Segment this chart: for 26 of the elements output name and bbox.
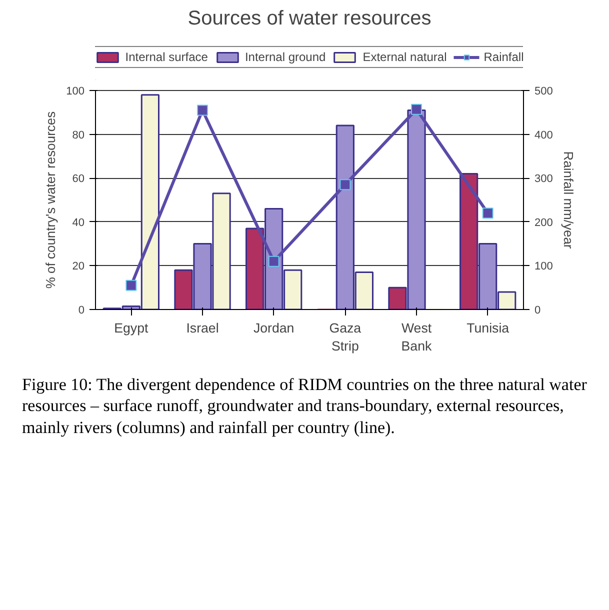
y-tick-label: 80 bbox=[72, 129, 85, 142]
y-tick-label: 100 bbox=[66, 86, 85, 98]
y-tick-label: 20 bbox=[72, 260, 85, 273]
y2-tick-label: 400 bbox=[534, 129, 553, 142]
caption: Figure 10: The divergent dependence of RIDM countries on the three natural water resources – surface runoff, groundwater and trans-boundary, external resources, mainly rivers (columns) and rainfall per country (line). bbox=[22, 374, 588, 438]
legend-label: External natural bbox=[362, 50, 447, 64]
x-tick-label: Gaza Strip bbox=[329, 320, 362, 354]
legend-label: Internal surface bbox=[125, 50, 208, 64]
y2-tick-label: 300 bbox=[534, 173, 553, 186]
x-tick-label: Jordan bbox=[253, 320, 294, 336]
chart-title: Sources of water resources bbox=[188, 8, 432, 30]
legend-label: Internal ground bbox=[244, 50, 326, 64]
y2-tick-label: 100 bbox=[534, 260, 553, 273]
y2-tick-label: 0 bbox=[534, 304, 541, 316]
y-tick-label: 0 bbox=[78, 304, 85, 316]
x-tick-label: Israel bbox=[186, 320, 219, 336]
x-tick-label: Tunisia bbox=[466, 320, 510, 336]
y-tick-label: 60 bbox=[72, 173, 85, 186]
y-tick-label: 40 bbox=[72, 216, 85, 229]
x-tick-label: Egypt bbox=[114, 320, 149, 336]
legend-label: Rainfall bbox=[484, 50, 524, 64]
x-tick-label: West Bank bbox=[401, 320, 432, 354]
y2-axis-title: Rainfall mm/year bbox=[560, 151, 576, 250]
y2-tick-label: 200 bbox=[534, 216, 553, 229]
y-axis-title: % of country's water resources bbox=[43, 110, 58, 289]
y2-tick-label: 500 bbox=[534, 86, 553, 98]
